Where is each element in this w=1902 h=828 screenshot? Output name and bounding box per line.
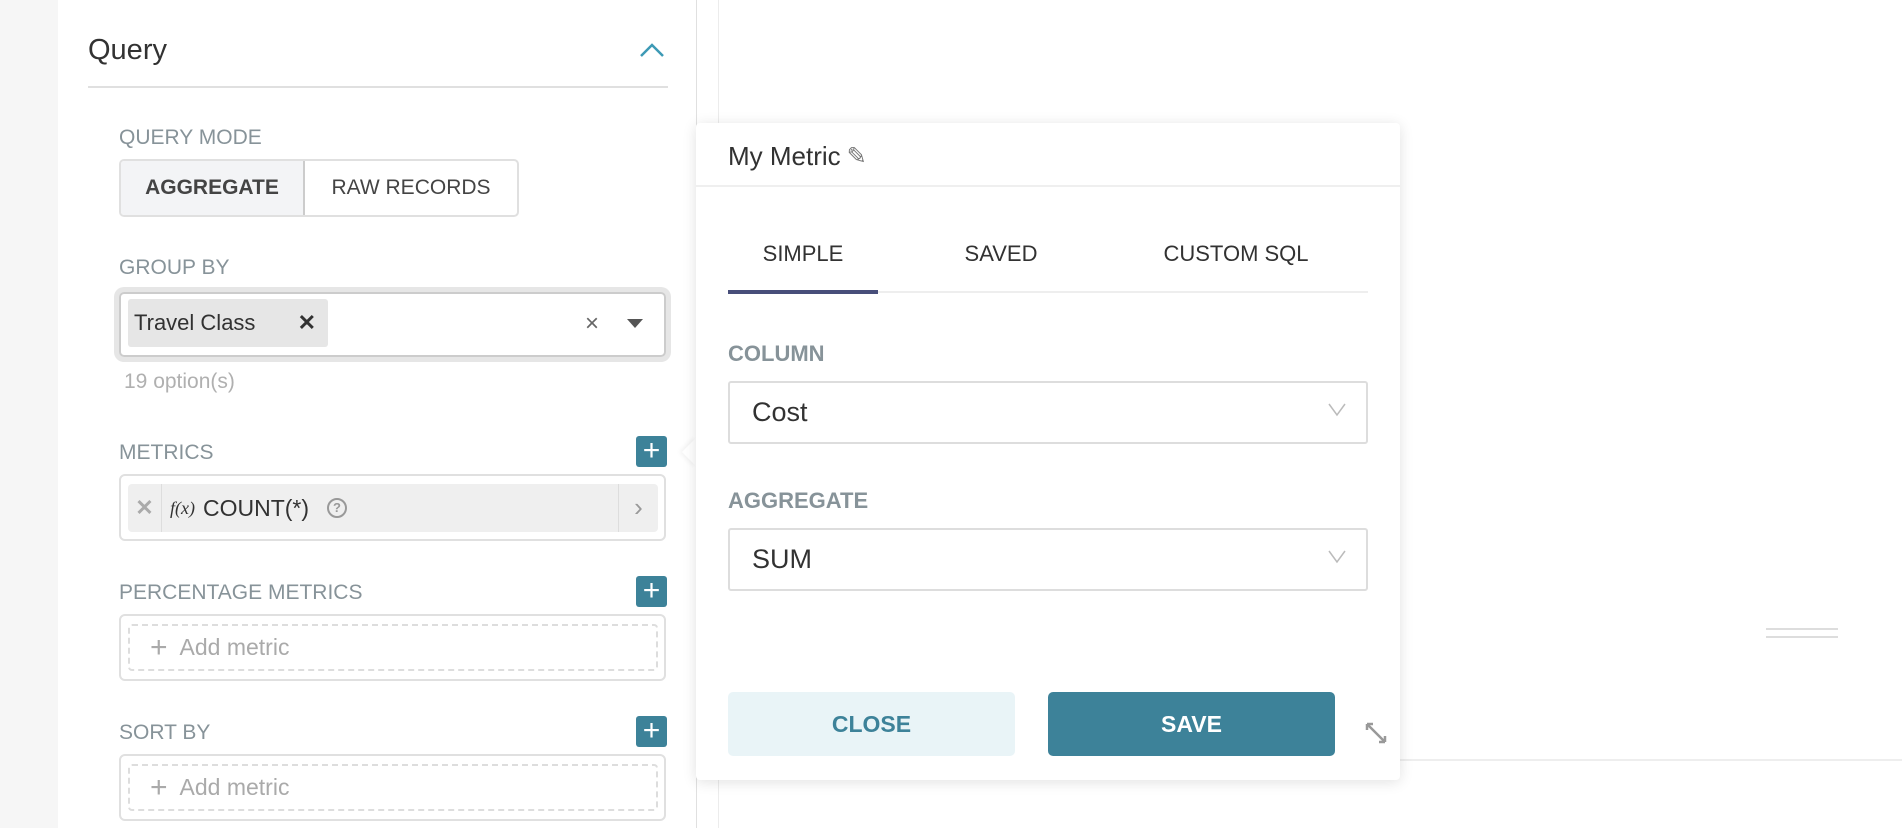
active-tab-indicator <box>728 290 878 294</box>
divider <box>88 86 668 88</box>
remove-metric-icon[interactable]: ✕ <box>128 484 162 532</box>
add-metric-label: Add metric <box>179 774 290 800</box>
add-metric-button[interactable]: + <box>636 436 667 467</box>
sort-by-label: SORT BY <box>119 721 211 744</box>
placeholder-line <box>1766 636 1838 638</box>
chevron-right-icon[interactable]: › <box>618 484 658 532</box>
tab-custom-sql[interactable]: CUSTOM SQL <box>1163 241 1309 266</box>
add-sort-metric[interactable]: + Add metric <box>128 764 658 811</box>
metric-title[interactable]: My Metric ✎ <box>728 141 867 172</box>
add-sort-button[interactable]: + <box>636 716 667 747</box>
metric-label: COUNT(*) <box>202 494 310 521</box>
tag-label: Travel Class <box>134 310 256 335</box>
add-metric-label: Add metric <box>179 634 290 660</box>
aggregate-select[interactable]: SUM <box>728 528 1368 591</box>
chevron-down-icon <box>1328 403 1346 417</box>
function-icon: f(x) <box>170 497 195 518</box>
percentage-metrics-box: + Add metric <box>119 614 666 681</box>
tab-saved[interactable]: SAVED <box>964 241 1038 266</box>
chevron-up-icon[interactable] <box>638 40 666 60</box>
divider <box>1400 759 1902 761</box>
metrics-box: ✕ f(x) COUNT(*) ? › <box>119 474 666 541</box>
left-gutter <box>0 0 58 828</box>
pencil-icon[interactable]: ✎ <box>846 143 867 170</box>
column-label: COLUMN <box>728 341 825 366</box>
group-by-select[interactable]: Travel Class ✕ × <box>119 292 666 357</box>
caret-down-icon[interactable] <box>626 318 644 330</box>
aggregate-label: AGGREGATE <box>728 488 869 513</box>
remove-tag-icon[interactable]: ✕ <box>297 310 316 335</box>
metric-title-text: My Metric <box>728 141 841 171</box>
add-percentage-metric-button[interactable]: + <box>636 576 667 607</box>
group-by-tag: Travel Class ✕ <box>128 299 328 347</box>
options-count: 19 option(s) <box>124 370 235 393</box>
plus-icon: + <box>150 770 168 804</box>
metrics-label: METRICS <box>119 441 214 464</box>
query-mode-toggle: AGGREGATE RAW RECORDS <box>119 159 519 217</box>
query-panel <box>58 0 697 828</box>
aggregate-button[interactable]: AGGREGATE <box>121 161 305 215</box>
help-icon[interactable]: ? <box>327 498 348 518</box>
sort-by-box: + Add metric <box>119 754 666 821</box>
raw-records-button[interactable]: RAW RECORDS <box>331 176 491 199</box>
resize-icon[interactable] <box>1364 721 1388 745</box>
percentage-metrics-label: PERCENTAGE METRICS <box>119 581 363 604</box>
chevron-down-icon <box>1328 550 1346 564</box>
placeholder-line <box>1766 628 1838 630</box>
divider <box>696 185 1400 187</box>
add-percentage-metric[interactable]: + Add metric <box>128 624 658 671</box>
query-mode-label: QUERY MODE <box>119 126 262 149</box>
column-select[interactable]: Cost <box>728 381 1368 444</box>
plus-icon: + <box>150 630 168 664</box>
aggregate-value: SUM <box>752 544 812 574</box>
metric-popover: My Metric ✎ SIMPLE SAVED CUSTOM SQL COLUM… <box>696 123 1400 780</box>
save-button[interactable]: SAVE <box>1048 692 1335 756</box>
metric-pill[interactable]: ✕ f(x) COUNT(*) ? › <box>128 484 658 532</box>
group-by-label: GROUP BY <box>119 256 230 279</box>
close-button[interactable]: CLOSE <box>728 692 1015 756</box>
tab-simple[interactable]: SIMPLE <box>762 241 844 266</box>
column-value: Cost <box>752 397 808 427</box>
clear-icon[interactable]: × <box>585 310 600 337</box>
section-title: Query <box>88 34 167 66</box>
tab-bar-line <box>728 291 1368 293</box>
